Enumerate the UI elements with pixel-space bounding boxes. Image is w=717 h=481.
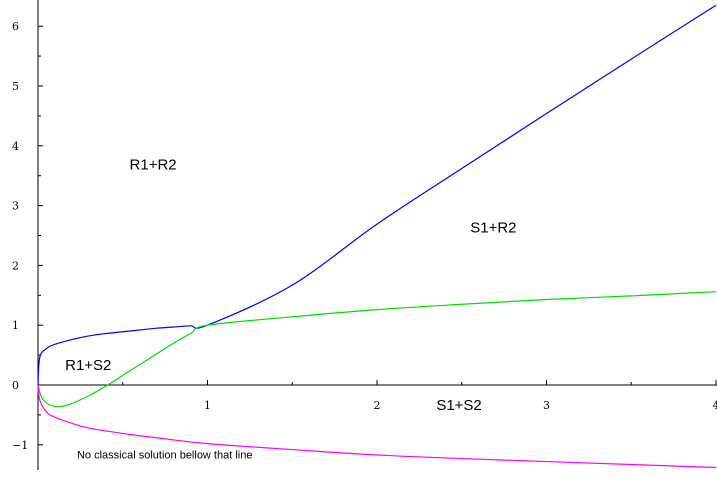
y-tick-label: −1: [12, 439, 28, 452]
y-tick-label: 0: [12, 379, 19, 392]
x-tick-label: 4: [713, 399, 717, 412]
y-tick-label: 2: [12, 259, 19, 272]
x-tick-label: 1: [204, 399, 211, 412]
y-tick-label: 3: [12, 200, 19, 213]
y-tick-label: 6: [12, 20, 19, 33]
blue-curve: [37, 4, 717, 386]
annotation-note: No classical solution bellow that line: [77, 450, 252, 462]
x-tick-label: 3: [543, 399, 550, 412]
x-tick-label: 2: [374, 399, 381, 412]
annotations: R1+R2 S1+R2 R1+S2 S1+S2 No classical solutio…: [65, 157, 516, 462]
green-curve: [37, 291, 717, 408]
region-label: R1+R2: [130, 157, 177, 174]
y-tick-label: 5: [12, 80, 19, 93]
y-tick-label: 4: [12, 140, 19, 153]
axes: 1 2 3 4 −1 0 1 2 3 4 5 6: [12, 0, 717, 470]
region-label: S1+R2: [470, 220, 516, 237]
magenta-curve: [37, 384, 717, 469]
region-label: S1+S2: [436, 397, 481, 414]
curves: [37, 4, 717, 469]
region-label: R1+S2: [65, 357, 111, 374]
y-tick-label: 1: [12, 319, 19, 332]
